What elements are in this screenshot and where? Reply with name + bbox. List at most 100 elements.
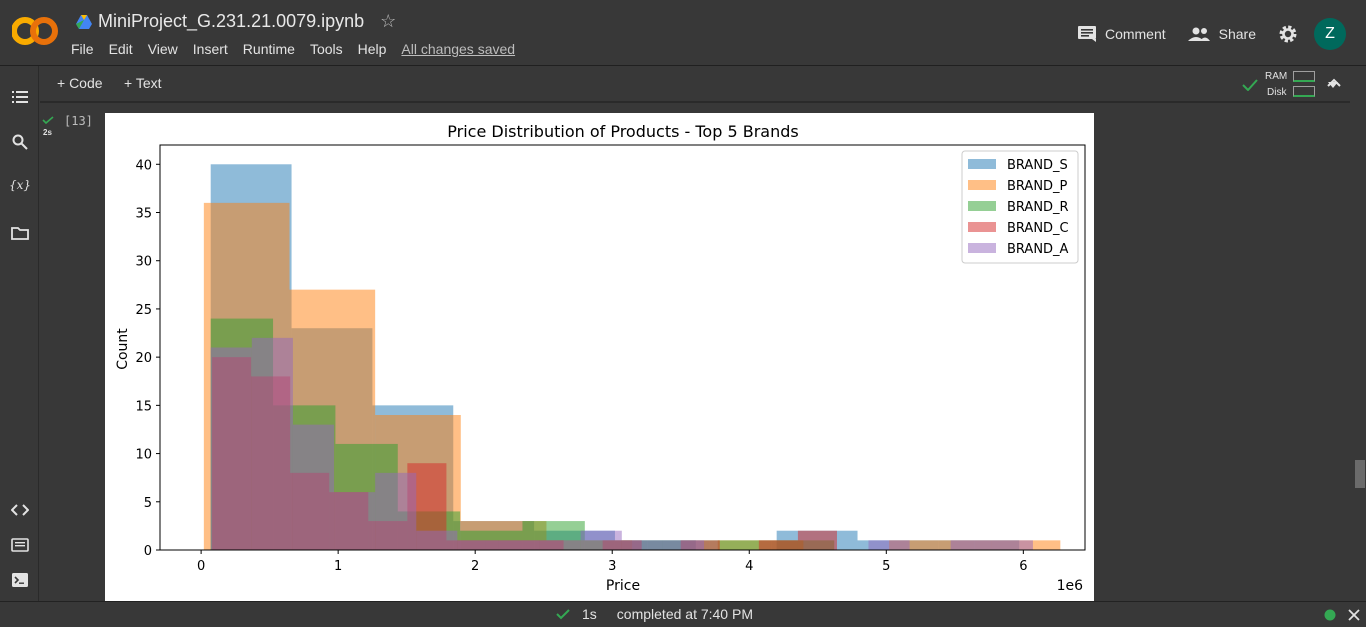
close-icon[interactable] (1348, 609, 1360, 621)
execution-count: [13] (64, 114, 93, 128)
legend-label: BRAND_A (1007, 242, 1069, 257)
menu-runtime[interactable]: Runtime (242, 41, 295, 57)
menu-help[interactable]: Help (357, 41, 387, 57)
bar-brand-a-3 (334, 492, 376, 550)
notebook-title[interactable]: MiniProject_G.231.21.0079.ipynb (98, 11, 365, 31)
chart-title: Price Distribution of Products - Top 5 B… (447, 122, 798, 141)
y-tick-label: 40 (135, 158, 152, 173)
toolbar-divider (40, 101, 1350, 103)
x-tick-label: 0 (197, 559, 205, 574)
bar-brand-a-18 (950, 540, 992, 550)
menu-file[interactable]: File (71, 41, 94, 57)
add-code-button[interactable]: + Code (57, 75, 103, 91)
x-axis-label: Price (606, 578, 640, 594)
left-sidebar: {x} (0, 66, 39, 601)
x-tick-label: 5 (882, 559, 890, 574)
add-text-button[interactable]: + Text (124, 75, 162, 91)
connected-check-icon (1242, 79, 1258, 91)
menu-edit[interactable]: Edit (108, 41, 133, 57)
disk-bar (1293, 86, 1315, 97)
disk-label: Disk (1267, 87, 1287, 98)
colab-logo[interactable] (12, 14, 58, 48)
menu-insert[interactable]: Insert (192, 41, 228, 57)
legend-box (961, 150, 1079, 264)
bar-brand-c-15 (797, 530, 837, 550)
comment-button[interactable]: Comment (1077, 26, 1166, 42)
y-tick-label: 20 (135, 351, 152, 366)
chart-output: Price Distribution of Products - Top 5 B… (105, 113, 1094, 601)
bar-brand-a-4 (375, 472, 417, 550)
connection-status-icon[interactable] (1324, 609, 1336, 621)
ram-disk-indicator[interactable]: RAM Disk (1240, 68, 1345, 100)
y-tick-label: 35 (135, 207, 152, 222)
legend-swatch (968, 222, 996, 232)
menu-tools[interactable]: Tools (309, 41, 343, 57)
bar-brand-a-19 (991, 540, 1033, 550)
plot-frame (159, 144, 1086, 551)
bar-brand-r-8 (709, 540, 772, 550)
bar-brand-a-6 (457, 540, 499, 550)
x-tick-label: 2 (471, 559, 479, 574)
bar-brand-a-8 (539, 540, 581, 550)
histogram-chart: Price Distribution of Products - Top 5 B… (115, 122, 1086, 594)
legend-swatch (968, 243, 996, 253)
legend-swatch (968, 180, 996, 190)
menu-bar: File Edit View Insert Runtime Tools Help… (71, 41, 530, 57)
bar-brand-a-1 (251, 337, 293, 550)
comment-label: Comment (1104, 26, 1166, 42)
y-tick-label: 10 (135, 448, 152, 463)
bar-brand-a-0 (210, 347, 252, 550)
menu-view[interactable]: View (147, 41, 178, 57)
cell-duration: 2s (43, 128, 52, 137)
x-tick-label: 1 (334, 559, 342, 574)
table-of-contents-icon[interactable] (11, 88, 29, 106)
code-snippets-icon[interactable] (11, 501, 29, 519)
x-offset-label: 1e6 (1057, 578, 1084, 594)
terminal-icon[interactable] (11, 571, 29, 589)
legend-label: BRAND_P (1007, 179, 1068, 194)
notebook-toolbar: + Code + Text RAM Disk (40, 66, 1366, 102)
scrollbar-thumb[interactable] (1355, 460, 1365, 488)
status-bar: 1s completed at 7:40 PM (0, 601, 1366, 627)
x-tick-label: 6 (1019, 559, 1027, 574)
variables-icon[interactable]: {x} (9, 178, 32, 192)
y-tick-label: 15 (135, 399, 152, 414)
y-tick-label: 0 (144, 544, 152, 559)
bar-brand-a-16 (868, 540, 910, 550)
bar-brand-a-2 (292, 424, 335, 550)
comment-icon (1077, 26, 1096, 42)
avatar[interactable]: Z (1314, 18, 1346, 50)
cell-run-status[interactable]: 2s (42, 112, 54, 137)
gear-icon[interactable] (1278, 24, 1298, 44)
ram-bar (1293, 71, 1315, 82)
share-button[interactable]: Share (1187, 26, 1256, 42)
x-tick-label: 3 (608, 559, 616, 574)
legend-label: BRAND_S (1007, 158, 1068, 173)
bar-brand-a-7 (498, 540, 540, 550)
folder-icon[interactable] (11, 224, 29, 242)
ram-label: RAM (1265, 71, 1288, 82)
command-palette-icon[interactable] (11, 536, 29, 554)
bar-brand-a-10 (621, 540, 663, 550)
bar-brand-a-9 (580, 530, 622, 550)
save-status[interactable]: All changes saved (401, 41, 516, 57)
bar-brand-a-11 (662, 540, 705, 550)
x-tick-label: 4 (745, 559, 753, 574)
bar-brand-c-14 (758, 540, 798, 550)
bar-brand-a-5 (416, 530, 458, 550)
status-message: completed at 7:40 PM (616, 606, 753, 622)
star-icon[interactable]: ☆ (380, 11, 397, 31)
app-header: MiniProject_G.231.21.0079.ipynb ☆ File E… (0, 0, 1366, 66)
legend-swatch (968, 159, 996, 169)
y-tick-label: 30 (135, 255, 152, 270)
completed-check-icon (556, 608, 570, 619)
search-icon[interactable] (11, 133, 29, 151)
legend-label: BRAND_R (1007, 200, 1069, 215)
drive-icon (76, 14, 92, 29)
legend-swatch (968, 201, 996, 211)
people-icon (1187, 27, 1210, 41)
status-time: 1s (582, 606, 597, 622)
collapse-header-icon[interactable] (1327, 78, 1341, 88)
y-tick-label: 5 (144, 496, 152, 511)
run-success-check-icon (42, 116, 54, 125)
